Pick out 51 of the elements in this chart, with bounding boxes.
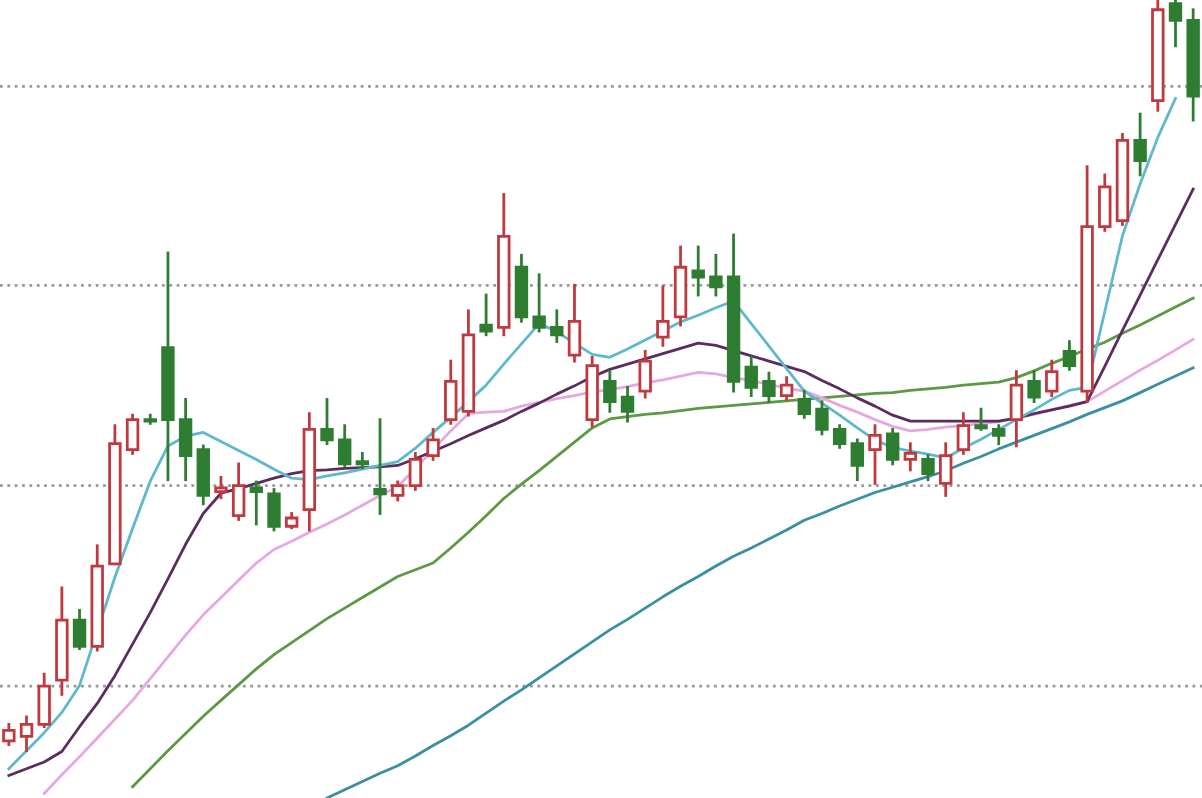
candlestick (408, 452, 423, 491)
candlestick (214, 476, 228, 500)
candlestick (196, 444, 210, 506)
candlestick (974, 407, 988, 431)
candlestick (1062, 340, 1077, 371)
candlestick (1027, 370, 1041, 404)
candlestick (832, 424, 847, 449)
candlestick (1009, 370, 1024, 448)
candlestick (1045, 359, 1059, 398)
candlestick (550, 309, 564, 343)
candlestick (744, 355, 758, 398)
candlestick (691, 245, 705, 297)
candlestick (656, 285, 670, 347)
candlestick (1168, 0, 1183, 48)
candlestick (426, 428, 440, 461)
candlestick (779, 376, 794, 401)
candlestick (373, 418, 387, 515)
candlestick (939, 442, 953, 497)
candlestick (2, 723, 16, 747)
candlestick (178, 397, 193, 482)
candlestick (868, 424, 882, 485)
candlestick (444, 359, 458, 425)
candlestick (391, 480, 405, 502)
candlestick (1098, 173, 1112, 232)
candlestick (125, 413, 140, 455)
candlestick (850, 438, 864, 482)
candlestick (567, 283, 582, 363)
candlestick (709, 253, 723, 297)
candlestick (815, 400, 829, 436)
candlestick (267, 488, 281, 532)
candlestick (885, 428, 900, 466)
candlestick (603, 370, 617, 413)
candlestick (956, 412, 971, 455)
candlestick (532, 273, 546, 333)
candlestick (37, 672, 51, 729)
candlestick (249, 480, 263, 526)
candlestick (231, 462, 246, 521)
candlestick (620, 385, 635, 423)
candlestick (320, 397, 334, 446)
candlestick (903, 442, 918, 472)
candlestick (1133, 112, 1147, 177)
candlestick (992, 424, 1006, 446)
candlestick (19, 715, 34, 753)
candlestick (797, 389, 811, 419)
candlestick (638, 349, 652, 399)
candlestick (762, 371, 776, 404)
candlestick (921, 454, 935, 482)
candlestick (355, 452, 370, 470)
candlestick (72, 608, 87, 650)
candlestick (338, 424, 352, 467)
candlestick (479, 293, 493, 337)
